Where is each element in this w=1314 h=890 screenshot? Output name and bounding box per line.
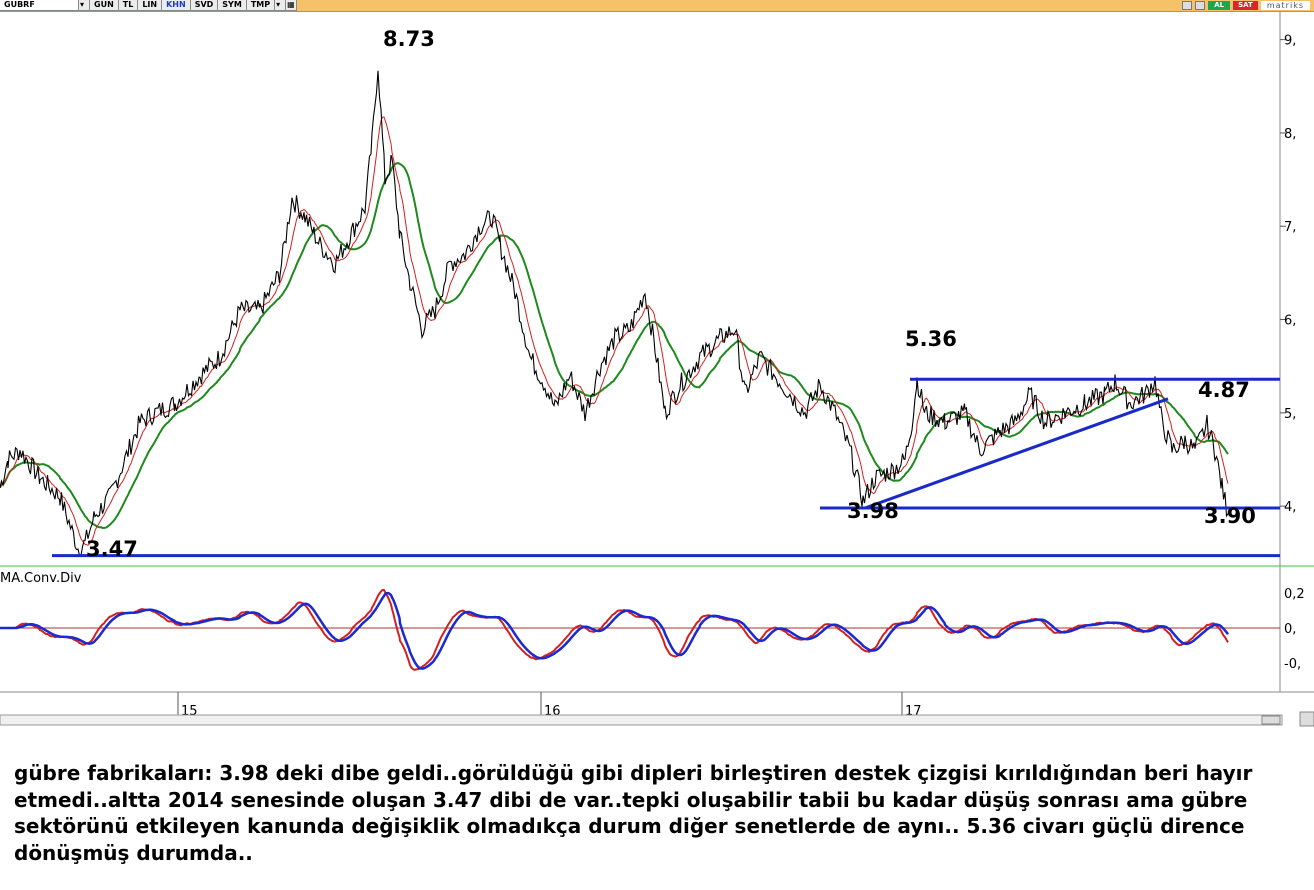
price-tick-label: 4, xyxy=(1284,500,1296,515)
price-pane[interactable] xyxy=(0,12,1280,566)
price-tick-label: 9, xyxy=(1284,34,1296,49)
price-line xyxy=(0,70,1229,557)
macd-tick-label: 0,2 xyxy=(1284,587,1305,602)
tmp-dropdown-icon[interactable]: ▾ xyxy=(275,0,287,11)
label-4-87: 4.87 xyxy=(1198,378,1250,402)
price-tick-label: 5, xyxy=(1284,407,1296,422)
scale-lin-button[interactable]: LIN xyxy=(138,0,163,11)
price-axis: 9, 8, 7, 6, 5, 4, xyxy=(1280,34,1296,515)
macd-pane[interactable]: MA.Conv.Div 0,2 0, -0, xyxy=(0,571,1305,672)
macd-tick-label: -0, xyxy=(1284,657,1301,672)
symbol-field[interactable]: GUBRF xyxy=(0,0,79,11)
sell-button[interactable]: SAT xyxy=(1233,1,1258,10)
chart-area[interactable]: 9, 8, 7, 6, 5, 4, 8.73 5.36 4.87 3.98 3.90 3.… xyxy=(0,12,1314,730)
chart-khn-button[interactable]: KHN xyxy=(162,0,191,11)
caption-text: gübre fabrikaları: 3.98 deki dibe geldi.… xyxy=(14,761,1253,865)
label-3-90: 3.90 xyxy=(1204,504,1256,528)
toolbar-right-group: AL SAT matriks xyxy=(1182,0,1310,11)
brand-logo: matriks xyxy=(1260,1,1310,10)
symbol-dropdown-icon[interactable]: ▾ xyxy=(79,0,90,11)
sym-button[interactable]: SYM xyxy=(218,0,247,11)
svd-button[interactable]: SVD xyxy=(190,0,219,11)
label-5-36: 5.36 xyxy=(905,327,957,351)
price-tick-label: 6, xyxy=(1284,314,1296,329)
macd-signal-line xyxy=(0,591,1230,670)
macd-line xyxy=(0,588,1229,671)
ma-long-line xyxy=(0,162,1229,530)
macd-label: MA.Conv.Div xyxy=(0,571,82,586)
corner-resize-icon[interactable] xyxy=(1299,711,1314,727)
price-tick-label: 8, xyxy=(1284,127,1296,142)
window-restore-icon[interactable] xyxy=(1182,1,1193,10)
period-gun-button[interactable]: GUN xyxy=(90,0,119,11)
tmp-button[interactable]: TMP xyxy=(246,0,276,11)
label-8-73: 8.73 xyxy=(383,27,435,51)
currency-tl-button[interactable]: TL xyxy=(118,0,139,11)
label-3-98: 3.98 xyxy=(847,499,899,523)
toolbar-left-group: GUBRF ▾ GUN TL LIN KHN SVD SYM TMP ▾ ▦ xyxy=(0,0,298,11)
ma-short-line xyxy=(0,116,1229,546)
macd-axis: 0,2 0, -0, xyxy=(1284,587,1305,672)
label-3-47: 3.47 xyxy=(86,537,138,561)
grid-tool-icon[interactable]: ▦ xyxy=(286,0,298,11)
settings-icon[interactable] xyxy=(1195,1,1206,10)
scroll-right-button[interactable] xyxy=(1261,715,1281,725)
buy-button[interactable]: AL xyxy=(1208,1,1231,10)
macd-tick-label: 0, xyxy=(1284,622,1296,637)
horizontal-scrollbar[interactable] xyxy=(0,714,1283,726)
toolbar: GUBRF ▾ GUN TL LIN KHN SVD SYM TMP ▾ ▦ A… xyxy=(0,0,1314,12)
price-tick-label: 7, xyxy=(1284,220,1296,235)
rising-trendline[interactable] xyxy=(864,397,1169,510)
